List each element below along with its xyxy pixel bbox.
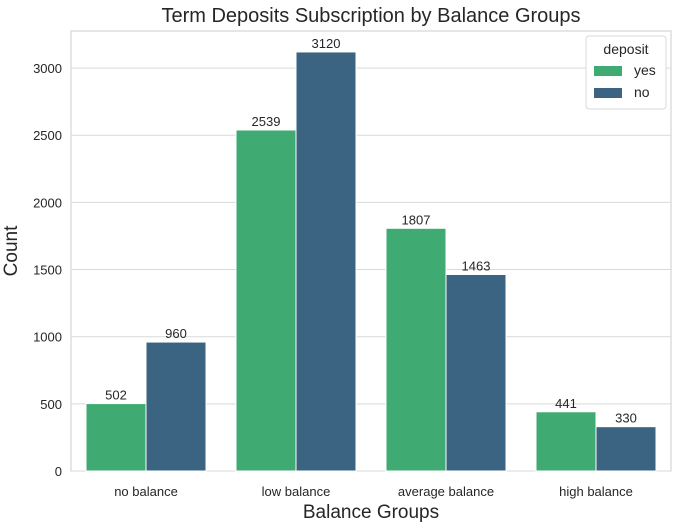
bar-low-balance-yes [235, 129, 297, 472]
bars [85, 51, 657, 472]
y-tick-label-1500: 1500 [33, 263, 62, 278]
legend-title: deposit [603, 41, 648, 57]
bar-high-balance-no [595, 426, 657, 472]
y-tick-label-1000: 1000 [33, 330, 62, 345]
value-label-no-balance-no: 960 [165, 326, 187, 341]
y-tick-label-3000: 3000 [33, 61, 62, 76]
y-tick-label-2000: 2000 [33, 195, 62, 210]
x-tick-label-low-balance: low balance [262, 484, 331, 499]
x-tick-label-no-balance: no balance [114, 484, 178, 499]
x-axis-label: Balance Groups [303, 502, 439, 523]
y-axis-ticks: 0 500 1000 1500 2000 2500 3000 [33, 61, 62, 479]
bar-no-balance-yes [85, 403, 147, 472]
bar-value-labels: 502 960 2539 3120 1807 1463 441 330 [105, 36, 637, 426]
chart-title: Term Deposits Subscription by Balance Gr… [161, 5, 580, 27]
bar-low-balance-no [295, 51, 357, 472]
y-tick-label-0: 0 [55, 464, 62, 479]
bar-average-balance-no [445, 274, 507, 472]
value-label-low-balance-yes: 2539 [252, 114, 281, 129]
value-label-average-balance-no: 1463 [462, 259, 491, 274]
value-label-high-balance-no: 330 [615, 411, 637, 426]
legend-swatch-no [594, 88, 622, 98]
value-label-average-balance-yes: 1807 [402, 212, 431, 227]
legend-swatch-yes [594, 66, 622, 76]
value-label-high-balance-yes: 441 [555, 396, 577, 411]
x-axis-ticks: no balance low balance average balance high… [114, 484, 633, 499]
bar-no-balance-no [145, 341, 207, 472]
bar-average-balance-yes [385, 227, 447, 472]
y-tick-label-500: 500 [40, 397, 62, 412]
y-axis-label: Count [1, 225, 22, 276]
bar-high-balance-yes [535, 411, 597, 472]
y-tick-label-2500: 2500 [33, 128, 62, 143]
value-label-low-balance-no: 3120 [312, 36, 341, 51]
x-tick-label-average-balance: average balance [398, 484, 494, 499]
legend-label-no: no [634, 84, 650, 100]
legend-label-yes: yes [634, 62, 656, 78]
legend: deposit yes no [585, 35, 667, 110]
x-tick-label-high-balance: high balance [559, 484, 633, 499]
value-label-no-balance-yes: 502 [105, 388, 127, 403]
